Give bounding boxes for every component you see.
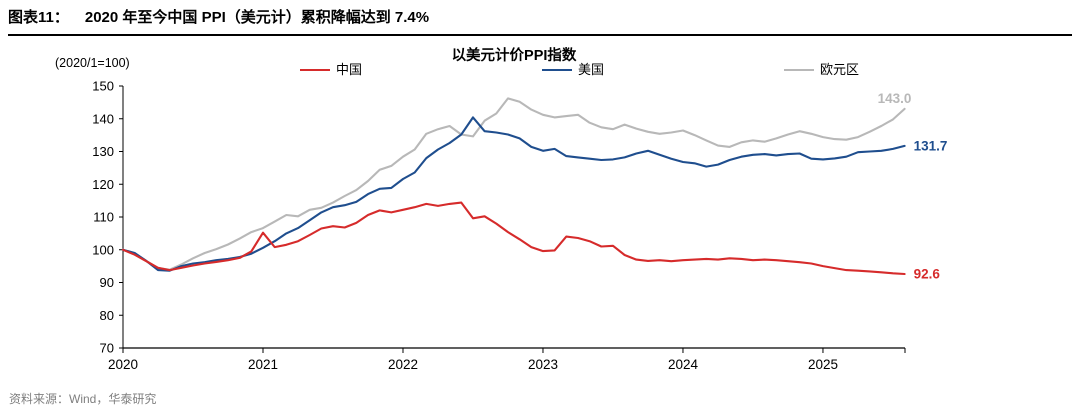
y-axis-tick-label: 90 (100, 275, 114, 290)
figure-number: 图表11： (8, 9, 69, 26)
legend-swatch-eurozone (784, 68, 815, 72)
y-axis-tick-label: 100 (92, 242, 114, 257)
source-note: 资料来源：Wind，华泰研究 (9, 392, 157, 406)
x-axis-tick-label: 2023 (528, 357, 558, 372)
series-line-china (121, 201, 906, 276)
legend-label-eurozone: 欧元区 (820, 62, 860, 77)
legend-item-china: 中国 (300, 62, 362, 78)
chart-legend: 中国 美国 欧元区 (300, 62, 859, 78)
legend-label-china: 中国 (336, 62, 363, 77)
figure-title: 2020 年至今中国 PPI（美元计）累积降幅达到 7.4% (84, 9, 430, 26)
legend-swatch-china (300, 68, 330, 72)
y-axis-tick-label: 110 (93, 210, 114, 225)
x-axis-tick-label: 2020 (108, 357, 138, 372)
legend-label-us: 美国 (578, 62, 605, 77)
end-label-eurozone: 143.0 (878, 91, 912, 106)
y-axis-tick-label: 70 (100, 341, 114, 356)
x-axis-tick-label: 2021 (248, 357, 278, 372)
legend-swatch-us (542, 68, 573, 72)
y-axis-tick-label: 140 (92, 111, 114, 126)
end-label-china: 92.6 (914, 266, 941, 281)
series-line-eurozone (121, 97, 906, 271)
x-axis-tick-label: 2024 (668, 357, 699, 372)
legend-item-us: 美国 (542, 62, 604, 78)
x-axis-tick-label: 2022 (388, 357, 418, 372)
figure-header: 图表11： 2020 年至今中国 PPI（美元计）累积降幅达到 7.4% (8, 6, 1072, 36)
y-axis-unit-label: (2020/1=100) (55, 56, 130, 70)
y-axis-tick-label: 120 (92, 177, 114, 192)
end-label-us: 131.7 (914, 138, 948, 153)
x-axis-tick-label: 2025 (808, 357, 838, 372)
y-axis-tick-label: 80 (100, 308, 114, 323)
legend-item-eurozone: 欧元区 (784, 62, 859, 78)
chart-title: 以美元计价PPI指数 (451, 48, 577, 64)
y-axis-tick-label: 130 (92, 144, 114, 159)
y-axis-tick-label: 150 (92, 79, 114, 94)
series-line-us (121, 116, 906, 272)
